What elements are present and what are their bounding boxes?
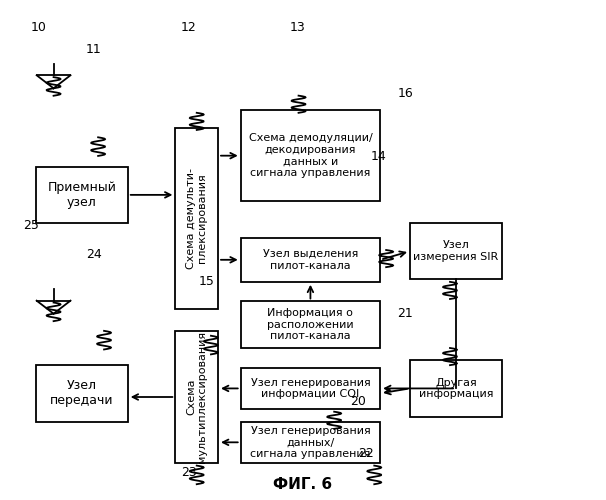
Text: Узел выделения
пилот-канала: Узел выделения пилот-канала <box>263 249 358 270</box>
Text: 13: 13 <box>289 20 305 34</box>
Text: 25: 25 <box>23 219 39 232</box>
FancyBboxPatch shape <box>36 365 128 422</box>
Text: Узел
измерения SIR: Узел измерения SIR <box>413 240 499 262</box>
Text: Узел генерирования
данных/
сигнала управления: Узел генерирования данных/ сигнала управ… <box>250 426 371 459</box>
Text: Узел
передачи: Узел передачи <box>50 380 113 407</box>
Text: 24: 24 <box>86 248 102 262</box>
Text: 10: 10 <box>31 20 47 34</box>
Text: 16: 16 <box>398 86 413 100</box>
FancyBboxPatch shape <box>410 360 502 416</box>
FancyBboxPatch shape <box>241 422 380 463</box>
FancyBboxPatch shape <box>36 166 128 223</box>
Text: 23: 23 <box>181 466 197 479</box>
Text: 12: 12 <box>181 20 197 34</box>
FancyBboxPatch shape <box>241 238 380 282</box>
Text: Схема демодуляции/
декодирования
данных и
сигнала управления: Схема демодуляции/ декодирования данных … <box>248 134 372 178</box>
FancyBboxPatch shape <box>241 368 380 409</box>
Text: Схема
мультиплексирования: Схема мультиплексирования <box>186 331 207 463</box>
Text: Узел генерирования
информации CQI: Узел генерирования информации CQI <box>250 378 370 399</box>
Text: 14: 14 <box>370 150 386 164</box>
FancyBboxPatch shape <box>241 110 380 201</box>
Text: Приемный
узел: Приемный узел <box>47 181 116 209</box>
Text: Другая
информация: Другая информация <box>419 378 493 399</box>
FancyBboxPatch shape <box>175 331 218 463</box>
Text: Схема демульти-
плексирования: Схема демульти- плексирования <box>186 168 207 268</box>
FancyBboxPatch shape <box>175 128 218 309</box>
FancyBboxPatch shape <box>410 223 502 280</box>
Text: 22: 22 <box>358 447 374 460</box>
Text: 15: 15 <box>199 276 215 288</box>
FancyBboxPatch shape <box>241 302 380 348</box>
Text: 21: 21 <box>398 307 413 320</box>
Text: 11: 11 <box>86 42 102 56</box>
Text: Информация о
расположении
пилот-канала: Информация о расположении пилот-канала <box>267 308 354 342</box>
Text: ФИГ. 6: ФИГ. 6 <box>273 476 333 492</box>
Text: 20: 20 <box>350 396 366 408</box>
